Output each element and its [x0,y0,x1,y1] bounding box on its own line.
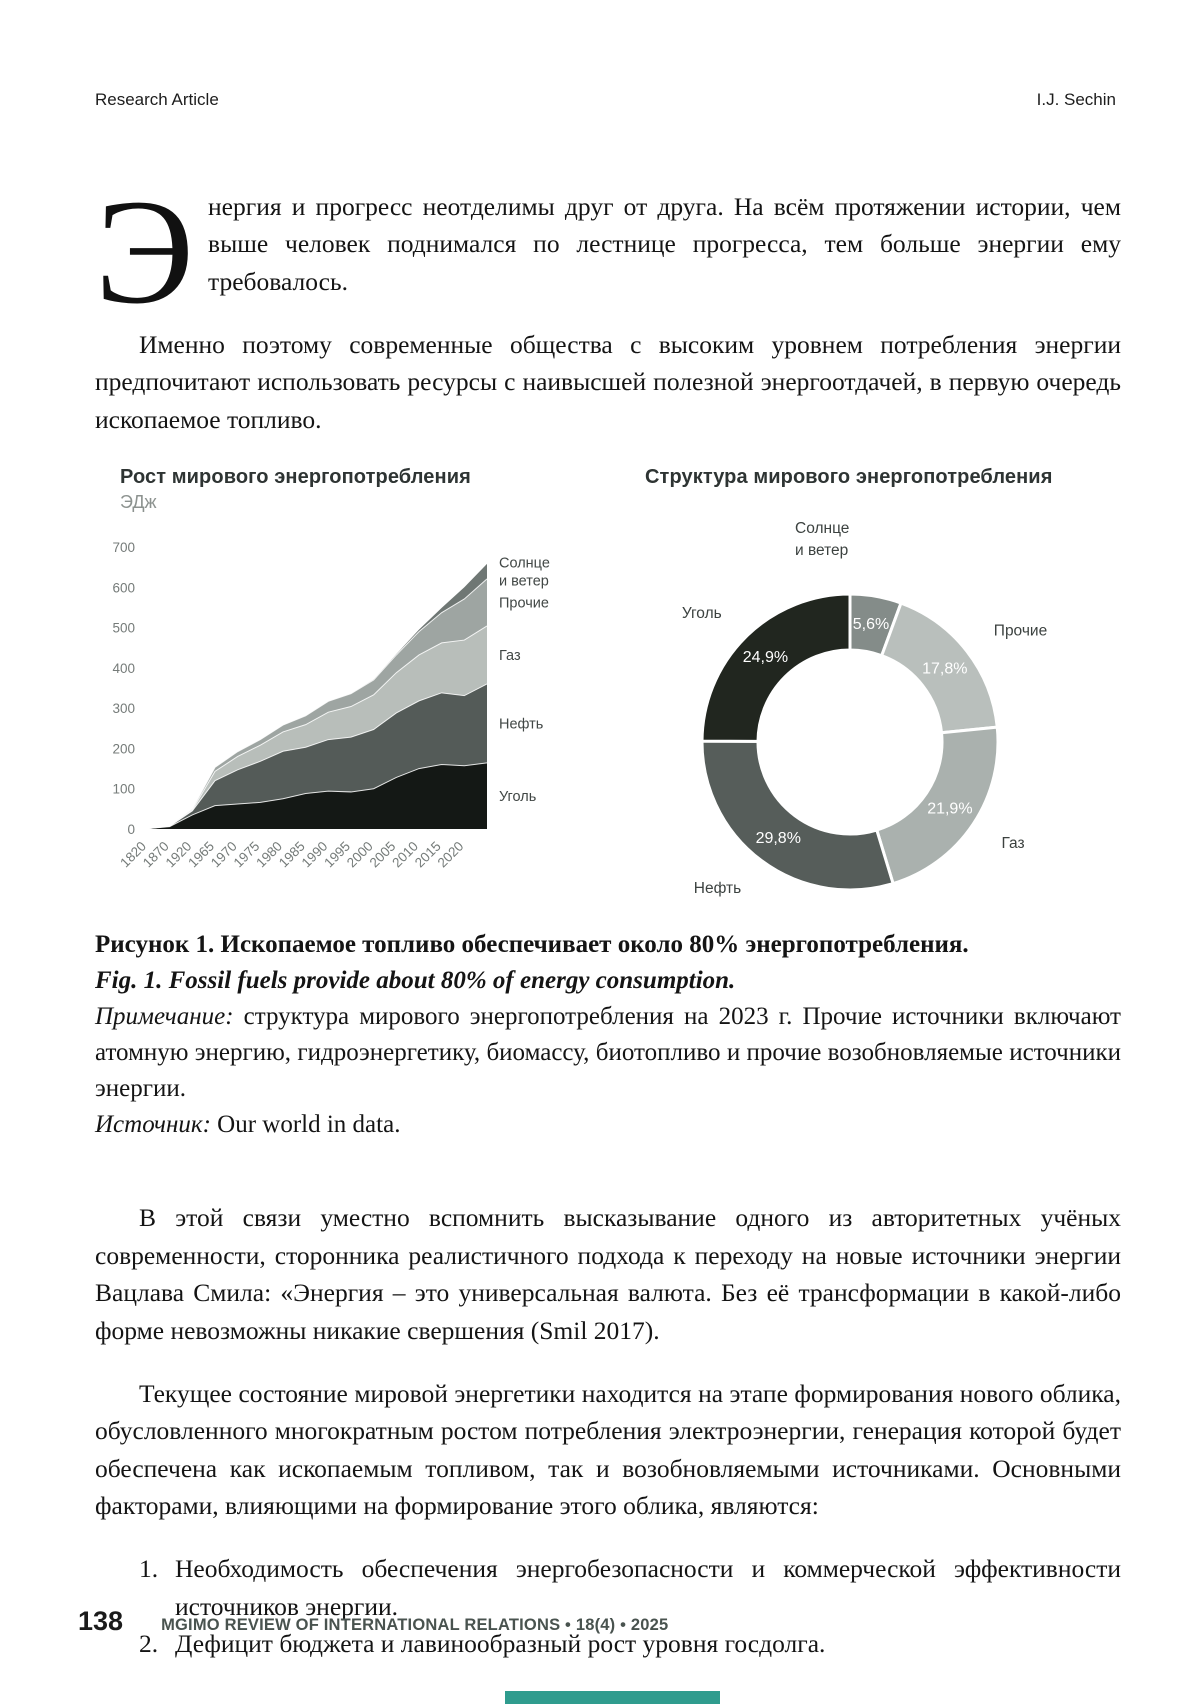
svg-text:Солнце: Солнце [499,555,550,571]
list-item-text: Необходимость обеспечения энергобезопасн… [175,1554,1121,1621]
svg-text:5,6%: 5,6% [853,616,889,633]
svg-text:2020: 2020 [435,839,467,871]
figure-source-label: Источник: [95,1111,211,1138]
svg-text:29,8%: 29,8% [756,830,801,847]
journal-line: MGIMO REVIEW OF INTERNATIONAL RELATIONS … [161,1616,669,1634]
svg-text:Уголь: Уголь [499,789,536,805]
svg-text:Прочие: Прочие [994,622,1047,639]
svg-text:400: 400 [112,661,135,676]
svg-text:Газ: Газ [499,648,521,664]
page-footer: 138 MGIMO REVIEW OF INTERNATIONAL RELATI… [78,1606,668,1637]
donut-chart: 5,6% Солнце и ветер 17,8% Прочие 21,9% Газ 29,8… [682,520,1047,897]
figure-1: Рост мирового энергопотребления ЭДж 0 100… [95,466,1121,917]
list-item-text: Дефицит бюджета и лавинообразный рост ур… [175,1629,826,1658]
figure-note-label: Примечание: [95,1003,234,1030]
svg-text:600: 600 [112,580,135,595]
drop-cap: Э [95,168,195,335]
paragraph-2: Именно поэтому современные общества с вы… [95,329,1121,434]
svg-text:100: 100 [112,782,135,797]
article-type-label: Research Article [95,90,219,109]
figure-caption-en: Fig. 1. Fossil fuels provide about 80% o… [95,967,736,994]
svg-text:Уголь: Уголь [682,605,722,622]
figure-note-text: структура мирового энергопотребления на … [95,1003,1121,1102]
svg-text:21,9%: 21,9% [927,801,972,818]
figure-note: Примечание: структура мирового энергопот… [95,999,1121,1107]
svg-text:700: 700 [112,540,135,555]
list-item-number: 2. [139,1629,159,1658]
svg-text:0: 0 [127,822,135,837]
svg-text:24,9%: 24,9% [743,649,788,666]
svg-text:и ветер: и ветер [795,542,848,559]
svg-text:200: 200 [112,741,135,756]
svg-text:Прочие: Прочие [499,595,549,611]
list-item: 2. Дефицит бюджета и лавинообразный рост… [95,1625,1121,1663]
author-label: I.J. Sechin [1036,90,1116,109]
svg-text:Солнце: Солнце [795,520,849,537]
svg-text:Газ: Газ [1001,835,1024,852]
area-chart-panel: Рост мирового энергопотребления ЭДж 0 100… [95,466,565,917]
svg-text:Нефть: Нефть [694,880,741,897]
svg-text:17,8%: 17,8% [922,660,967,677]
area-chart: 0100200300400500600700182018701920196519… [112,540,550,871]
bottom-accent-bar [505,1691,720,1704]
page-number: 138 [78,1606,124,1636]
figure-caption: Рисунок 1. Ископаемое топливо обеспечива… [95,927,1121,1143]
area-chart-unit-label: ЭДж [120,492,157,512]
list-item-number: 1. [139,1554,159,1583]
list-item: 1. Необходимость обеспечения энергобезоп… [95,1550,1121,1625]
figure-source: Источник: Our world in data. [95,1107,1121,1143]
paragraph-4: Текущее состояние мировой энергетики нах… [95,1378,1121,1521]
svg-text:Нефть: Нефть [499,716,543,732]
numbered-list: 1. Необходимость обеспечения энергобезоп… [95,1550,1121,1663]
area-chart-title: Рост мирового энергопотребления [120,466,471,488]
figure-source-text: Our world in data. [210,1111,401,1138]
page-header: Research Article I.J. Sechin [95,90,1116,110]
paragraph-intro-text: нергия и прогресс неотделимы друг от дру… [208,191,1121,296]
donut-chart-title: Структура мирового энергопотребления [645,466,1053,488]
figure-caption-ru: Рисунок 1. Ископаемое топливо обеспечива… [95,931,969,958]
svg-text:300: 300 [112,701,135,716]
svg-text:500: 500 [112,621,135,636]
donut-chart-panel: Структура мирового энергопотребления 5,6… [610,466,1130,917]
svg-text:и ветер: и ветер [499,573,549,589]
article-body-2: В этой связи уместно вспомнить высказыва… [95,1199,1121,1663]
paragraph-3: В этой связи уместно вспомнить высказыва… [95,1203,1121,1345]
